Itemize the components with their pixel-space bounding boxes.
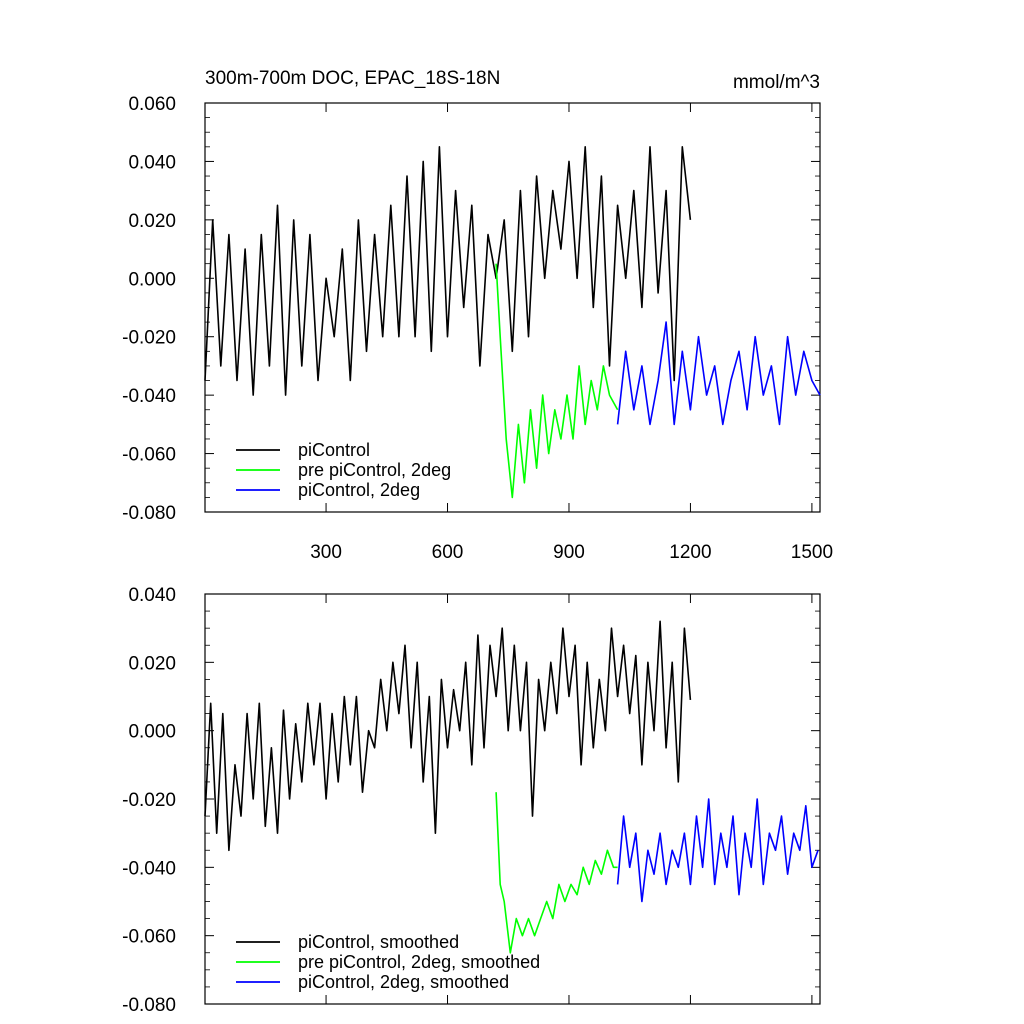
bottom-y-tick-label: -0.040 — [122, 858, 176, 879]
top-y-tick-label: -0.040 — [122, 386, 176, 407]
top-legend-label-2: pre piControl, 2deg — [298, 460, 451, 480]
bottom-legend-label-1: piControl, smoothed — [298, 932, 459, 952]
bottom-y-tick-label: 0.020 — [128, 653, 176, 674]
top-y-tick-label: -0.060 — [122, 445, 176, 466]
bottom-legend-label-3: piControl, 2deg, smoothed — [298, 972, 509, 992]
top-legend-label-1: piControl — [298, 440, 370, 460]
bottom-legend-label-2: pre piControl, 2deg, smoothed — [298, 952, 540, 972]
bottom-series-line-3 — [616, 798, 819, 903]
top-legend-label-3: piControl, 2deg — [298, 480, 420, 500]
bottom-y-tick-label: 0.040 — [128, 585, 176, 606]
top-series-line-1 — [204, 146, 692, 396]
bottom-y-tick-label: 0.000 — [128, 722, 176, 743]
top-y-tick-label: 0.040 — [128, 152, 176, 173]
bottom-y-tick-label: -0.060 — [122, 927, 176, 948]
bottom-y-tick-label: -0.020 — [122, 790, 176, 811]
top-series-line-2 — [495, 263, 619, 499]
top-y-tick-label: 0.020 — [128, 211, 176, 232]
top-y-tick-label: 0.000 — [128, 269, 176, 290]
chart-units: mmol/m^3 — [733, 72, 820, 93]
top-panel: 300m-700m DOC, EPAC_18S-18N mmol/m^3 -0.… — [122, 68, 833, 563]
top-x-tick-label: 600 — [432, 542, 464, 563]
bottom-series-line-1 — [204, 620, 692, 852]
top-x-tick-label: 900 — [553, 542, 585, 563]
top-y-tick-label: -0.020 — [122, 328, 176, 349]
top-x-tick-label: 1200 — [669, 542, 711, 563]
bottom-panel: -0.080-0.060-0.040-0.0200.0000.0200.040 … — [122, 585, 821, 1016]
top-x-tick-label: 300 — [310, 542, 342, 563]
top-y-tick-label: 0.060 — [128, 94, 176, 115]
top-y-tick-label: -0.080 — [122, 503, 176, 524]
bottom-y-tick-label: -0.080 — [122, 995, 176, 1016]
bottom-series-line-2 — [495, 792, 618, 954]
top-x-tick-label: 1500 — [791, 542, 833, 563]
chart-title: 300m-700m DOC, EPAC_18S-18N — [205, 68, 500, 89]
top-series-line-3 — [616, 321, 821, 426]
